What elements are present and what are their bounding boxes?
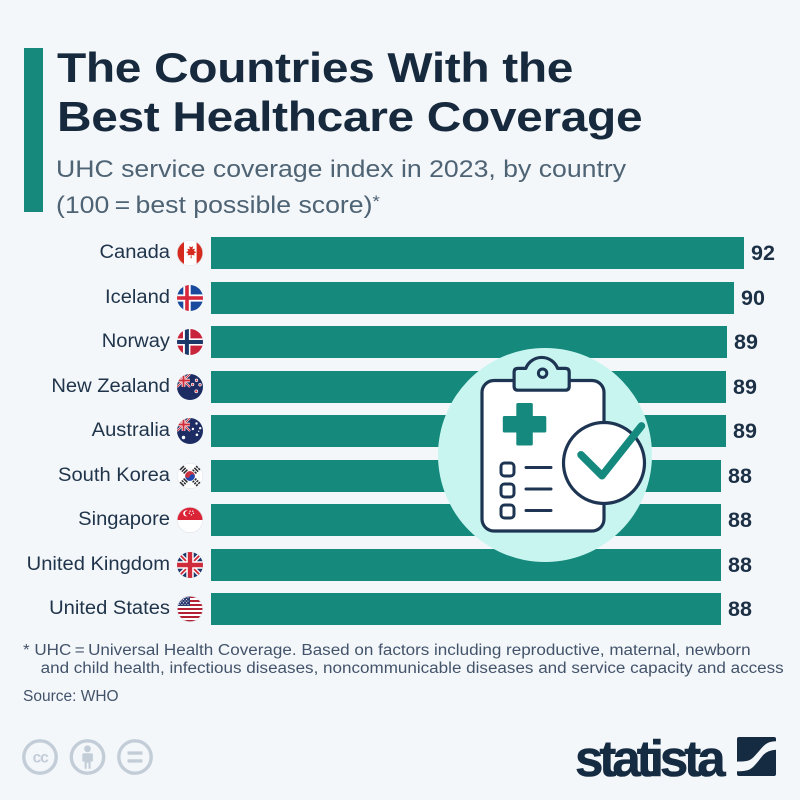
svg-text:cc: cc [33, 749, 50, 766]
